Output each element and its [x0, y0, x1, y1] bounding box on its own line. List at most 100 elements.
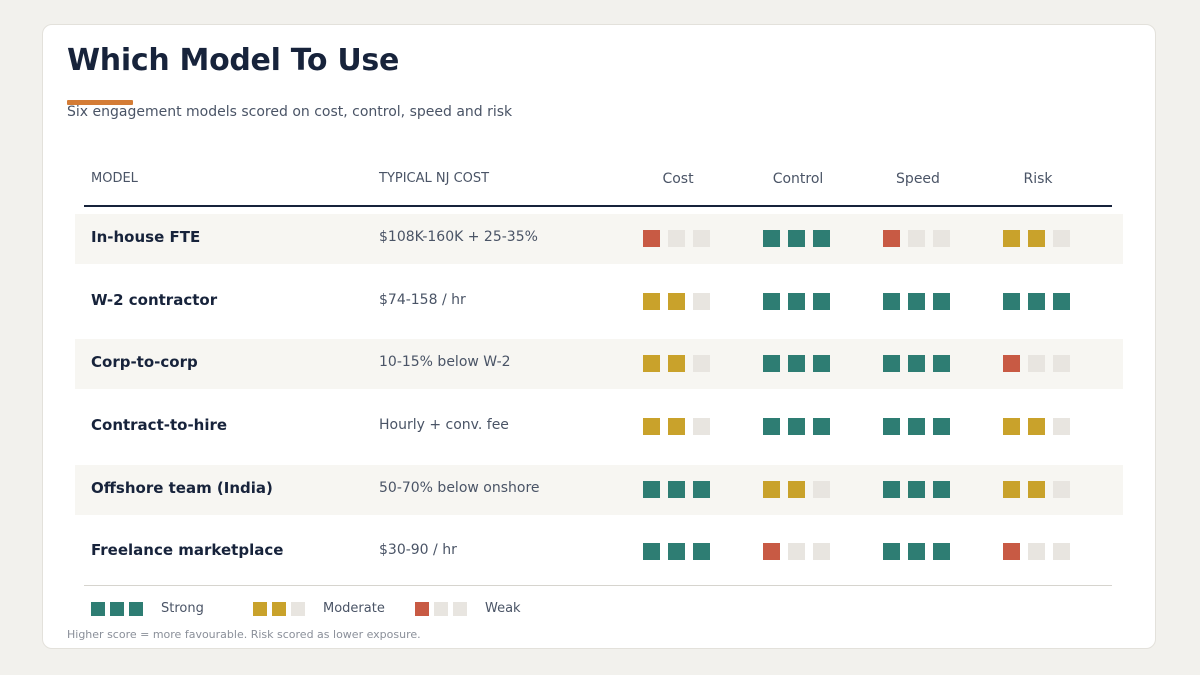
- cost-score: [643, 293, 713, 310]
- score-square-filled: [763, 293, 780, 310]
- speed-score: [883, 543, 953, 560]
- score-square-filled: [763, 543, 780, 560]
- score-square-filled: [933, 481, 950, 498]
- score-square-empty: [1053, 543, 1070, 560]
- score-square-filled: [933, 543, 950, 560]
- score-square-filled: [1053, 293, 1070, 310]
- page-subtitle: Six engagement models scored on cost, co…: [67, 104, 513, 120]
- score-square-filled: [643, 230, 660, 247]
- score-square-filled: [933, 418, 950, 435]
- table-row: Contract-to-hire Hourly + conv. fee: [75, 402, 1123, 452]
- legend-square-filled: [253, 602, 267, 616]
- score-square-empty: [1053, 230, 1070, 247]
- legend-square-filled: [110, 602, 124, 616]
- score-square-filled: [883, 543, 900, 560]
- model-name: Freelance marketplace: [91, 541, 284, 559]
- cost-score: [643, 418, 713, 435]
- control-score: [763, 355, 833, 372]
- score-square-filled: [933, 355, 950, 372]
- score-square-empty: [1053, 355, 1070, 372]
- legend-label-weak: Weak: [485, 601, 521, 616]
- score-square-filled: [883, 230, 900, 247]
- control-score: [763, 481, 833, 498]
- score-square-empty: [1028, 543, 1045, 560]
- score-square-filled: [788, 355, 805, 372]
- legend-square-filled: [91, 602, 105, 616]
- cost-score: [643, 355, 713, 372]
- score-square-filled: [813, 355, 830, 372]
- cost-score: [643, 481, 713, 498]
- score-square-filled: [1028, 293, 1045, 310]
- table-row: Corp-to-corp 10-15% below W-2: [75, 339, 1123, 389]
- control-score: [763, 230, 833, 247]
- model-name: In-house FTE: [91, 228, 201, 246]
- score-square-filled: [763, 230, 780, 247]
- score-square-filled: [1028, 481, 1045, 498]
- score-square-filled: [763, 418, 780, 435]
- score-square-filled: [788, 293, 805, 310]
- model-cost: $30-90 / hr: [379, 542, 457, 558]
- model-cost: $108K-160K + 25-35%: [379, 229, 538, 245]
- column-header-risk: Risk: [1023, 171, 1053, 187]
- score-square-filled: [1003, 230, 1020, 247]
- score-square-empty: [1028, 355, 1045, 372]
- legend-label-moderate: Moderate: [323, 601, 385, 616]
- score-square-filled: [813, 293, 830, 310]
- column-header-typical-cost: TYPICAL NJ COST: [379, 171, 490, 186]
- column-header-control: Control: [772, 171, 824, 187]
- score-square-filled: [668, 543, 685, 560]
- legend-square-filled: [415, 602, 429, 616]
- score-square-empty: [1053, 418, 1070, 435]
- title-accent-bar: [67, 100, 133, 105]
- table-bottom-divider: [84, 585, 1112, 586]
- speed-score: [883, 418, 953, 435]
- score-square-empty: [813, 543, 830, 560]
- column-header-cost: Cost: [662, 171, 694, 187]
- score-square-empty: [813, 481, 830, 498]
- risk-score: [1003, 230, 1073, 247]
- score-square-filled: [668, 293, 685, 310]
- risk-score: [1003, 355, 1073, 372]
- speed-score: [883, 293, 953, 310]
- score-square-filled: [1028, 418, 1045, 435]
- control-score: [763, 418, 833, 435]
- speed-score: [883, 230, 953, 247]
- risk-score: [1003, 418, 1073, 435]
- score-square-filled: [693, 481, 710, 498]
- legend-square-empty: [291, 602, 305, 616]
- risk-score: [1003, 481, 1073, 498]
- score-square-filled: [908, 418, 925, 435]
- control-score: [763, 293, 833, 310]
- cost-score: [643, 543, 713, 560]
- score-square-filled: [883, 355, 900, 372]
- score-square-filled: [813, 418, 830, 435]
- cost-score: [643, 230, 713, 247]
- model-cost: 10-15% below W-2: [379, 354, 511, 370]
- score-square-filled: [668, 481, 685, 498]
- score-square-filled: [668, 355, 685, 372]
- score-square-filled: [643, 418, 660, 435]
- score-square-filled: [908, 481, 925, 498]
- score-square-empty: [693, 418, 710, 435]
- score-square-empty: [693, 355, 710, 372]
- legend-label-strong: Strong: [161, 601, 204, 616]
- score-square-filled: [1003, 355, 1020, 372]
- score-square-filled: [763, 355, 780, 372]
- model-name: Corp-to-corp: [91, 353, 198, 371]
- score-square-filled: [1003, 418, 1020, 435]
- column-header-model: MODEL: [91, 171, 138, 186]
- score-square-filled: [643, 293, 660, 310]
- legend-square-empty: [434, 602, 448, 616]
- score-square-filled: [668, 418, 685, 435]
- table-row: In-house FTE $108K-160K + 25-35%: [75, 214, 1123, 264]
- score-square-filled: [1003, 481, 1020, 498]
- score-square-filled: [763, 481, 780, 498]
- speed-score: [883, 481, 953, 498]
- page-title: Which Model To Use: [67, 43, 400, 78]
- score-square-empty: [788, 543, 805, 560]
- score-square-filled: [693, 543, 710, 560]
- score-square-empty: [693, 293, 710, 310]
- score-square-empty: [693, 230, 710, 247]
- score-square-filled: [813, 230, 830, 247]
- score-square-empty: [1053, 481, 1070, 498]
